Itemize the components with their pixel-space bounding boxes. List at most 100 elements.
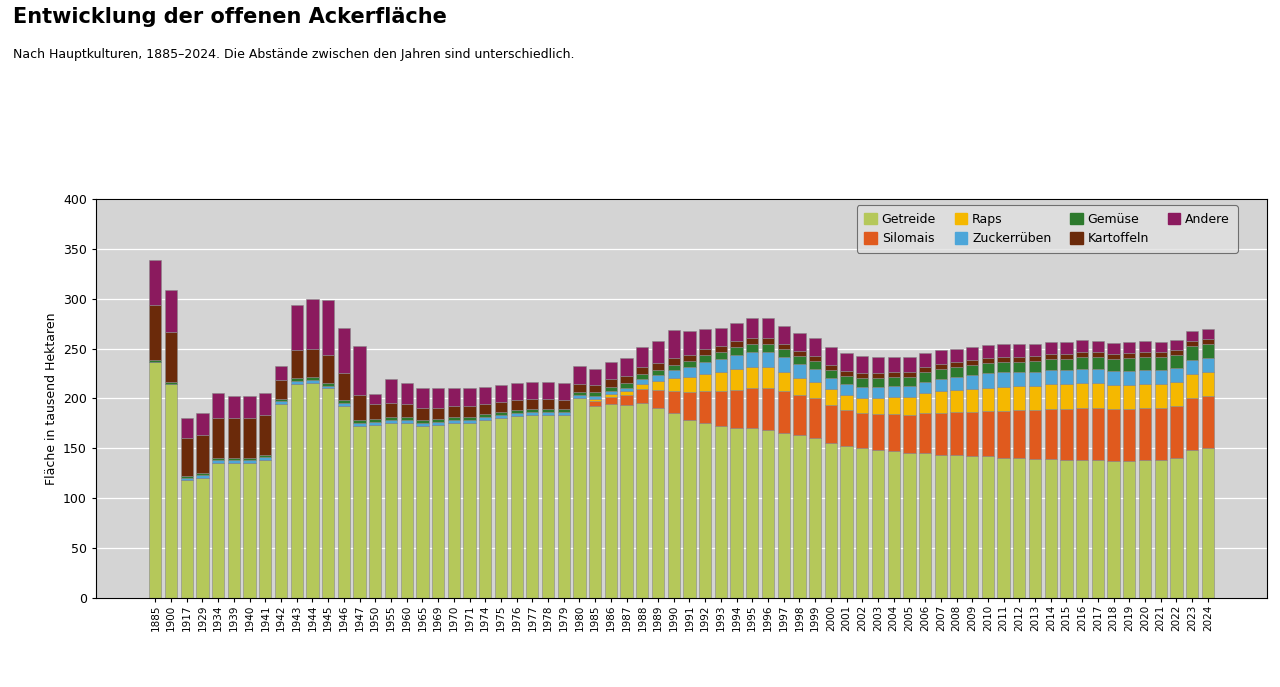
Bar <box>762 430 774 598</box>
Bar <box>794 436 805 598</box>
Bar <box>589 407 602 598</box>
Bar <box>180 418 193 438</box>
Bar <box>919 394 932 414</box>
Bar <box>1187 398 1198 450</box>
Bar <box>196 414 209 436</box>
Bar <box>1187 374 1198 398</box>
Bar <box>1123 409 1135 461</box>
Bar <box>731 390 742 429</box>
Bar <box>385 379 397 403</box>
Bar <box>714 328 727 346</box>
Bar <box>668 392 680 414</box>
Bar <box>1107 354 1120 359</box>
Bar <box>809 361 822 368</box>
Bar <box>1202 344 1213 358</box>
Bar <box>904 357 915 372</box>
Bar <box>1202 372 1213 396</box>
Bar <box>746 338 759 344</box>
Bar <box>573 396 586 398</box>
Bar <box>699 374 712 392</box>
Bar <box>636 347 649 367</box>
Bar <box>872 398 884 414</box>
Bar <box>841 396 852 410</box>
Bar <box>431 389 444 408</box>
Bar <box>950 455 963 598</box>
Bar <box>652 390 664 408</box>
Bar <box>872 450 884 598</box>
Bar <box>919 367 932 372</box>
Bar <box>479 387 492 405</box>
Bar <box>1107 343 1120 354</box>
Bar <box>526 416 539 598</box>
Bar <box>243 396 256 418</box>
Bar <box>448 389 460 407</box>
Bar <box>1044 370 1057 383</box>
Bar <box>684 376 695 392</box>
Bar <box>731 323 742 341</box>
Bar <box>306 299 319 349</box>
Bar <box>1202 449 1213 598</box>
Bar <box>416 408 429 420</box>
Bar <box>1060 370 1073 383</box>
Bar <box>479 420 492 598</box>
Bar <box>809 398 822 438</box>
Bar <box>997 372 1010 387</box>
Bar <box>448 407 460 418</box>
Bar <box>997 458 1010 598</box>
Bar <box>1170 381 1183 407</box>
Bar <box>1202 339 1213 344</box>
Bar <box>369 394 381 405</box>
Bar <box>652 363 664 370</box>
Bar <box>573 365 586 383</box>
Bar <box>228 418 241 458</box>
Bar <box>934 455 947 598</box>
Bar <box>777 349 790 357</box>
Bar <box>243 458 256 460</box>
Bar <box>731 368 742 390</box>
Bar <box>652 408 664 598</box>
Bar <box>872 387 884 398</box>
Bar <box>887 398 900 414</box>
Bar <box>731 354 742 368</box>
Bar <box>589 368 602 385</box>
Bar <box>338 372 349 401</box>
Bar <box>841 383 852 396</box>
Bar <box>259 416 271 455</box>
Bar <box>966 347 978 359</box>
Bar <box>872 357 884 372</box>
Bar <box>668 370 680 378</box>
Bar <box>448 423 460 598</box>
Bar <box>416 389 429 408</box>
Bar <box>904 398 915 416</box>
Bar <box>338 328 349 372</box>
Bar <box>353 427 366 598</box>
Bar <box>448 420 460 423</box>
Bar <box>463 407 476 418</box>
Bar <box>401 405 413 418</box>
Bar <box>982 345 995 358</box>
Bar <box>777 433 790 598</box>
Bar <box>1044 341 1057 354</box>
Bar <box>180 476 193 478</box>
Text: Entwicklung der offenen Ackerfläche: Entwicklung der offenen Ackerfläche <box>13 7 447 27</box>
Bar <box>511 401 522 410</box>
Bar <box>228 396 241 418</box>
Bar <box>259 458 271 460</box>
Bar <box>1076 339 1088 352</box>
Bar <box>275 365 287 379</box>
Bar <box>856 387 868 398</box>
Bar <box>746 367 759 389</box>
Bar <box>1170 339 1183 350</box>
Bar <box>652 374 664 381</box>
Bar <box>950 361 963 367</box>
Bar <box>1076 408 1088 460</box>
Bar <box>479 405 492 414</box>
Bar <box>275 401 287 405</box>
Bar <box>369 423 381 425</box>
Bar <box>416 427 429 598</box>
Bar <box>495 418 507 598</box>
Bar <box>526 412 539 416</box>
Bar <box>604 379 617 387</box>
Bar <box>966 390 978 412</box>
Bar <box>919 453 932 598</box>
